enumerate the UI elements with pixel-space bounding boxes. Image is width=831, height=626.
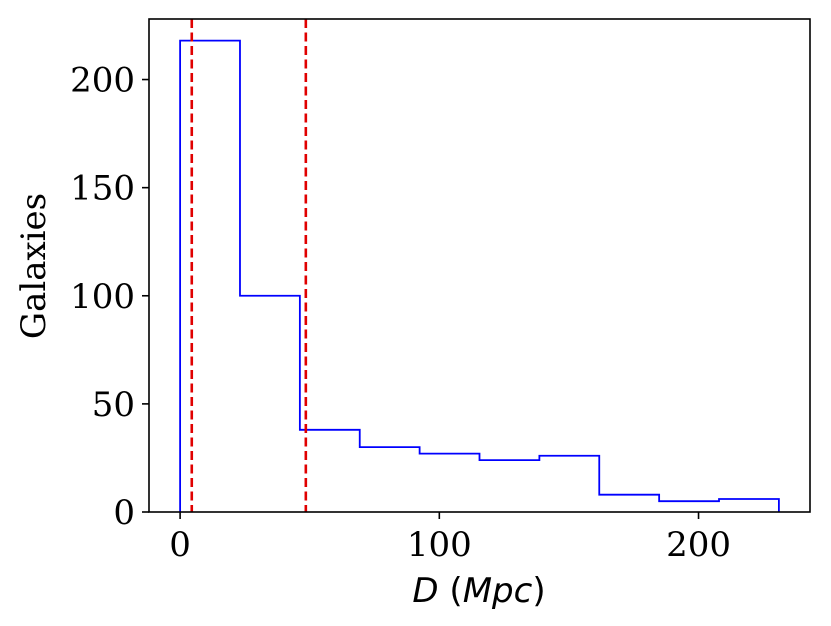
x-tick-label: 200 (666, 525, 731, 565)
x-axis-label-close-paren: ) (532, 571, 545, 611)
x-axis-label: D (Mpc) (412, 571, 545, 611)
x-axis-label-unit: Mpc (463, 571, 533, 611)
x-tick-label: 100 (407, 525, 472, 565)
y-tick-label: 50 (92, 385, 135, 425)
y-tick-label: 0 (113, 493, 135, 533)
y-tick-label: 200 (70, 61, 135, 101)
x-axis-label-open-paren: ( (439, 571, 463, 611)
y-axis-label: Galaxies (14, 193, 54, 339)
x-axis-ticks: 0 100 200 (169, 512, 731, 565)
axes-frame (148, 18, 811, 513)
x-tick-label: 0 (169, 525, 191, 565)
y-axis-ticks: 0 50 100 150 200 (70, 61, 149, 533)
histogram-step-line (179, 39, 780, 512)
x-axis-label-symbol: D (412, 571, 438, 611)
y-tick-label: 150 (70, 169, 135, 209)
plot-marks (179, 19, 780, 512)
y-tick-label: 100 (70, 277, 135, 317)
